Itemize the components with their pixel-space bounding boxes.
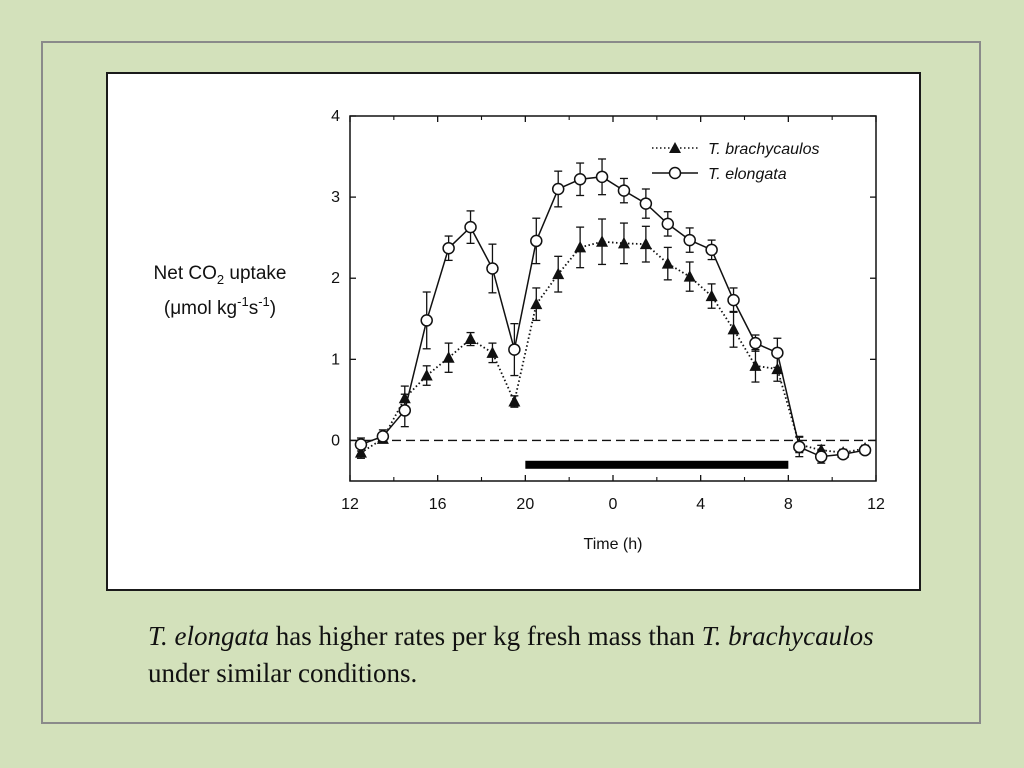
- y-axis-units: (μmol kg-1s-1): [164, 294, 276, 319]
- data-point-brachycaulos: [420, 369, 433, 381]
- legend-label-elongata: T. elongata: [708, 166, 787, 183]
- data-point-elongata: [617, 184, 631, 197]
- data-point-elongata: [595, 170, 609, 184]
- data-point-elongata: [727, 293, 740, 307]
- dark-period-bar: [525, 460, 789, 469]
- data-point-elongata: [683, 233, 696, 247]
- data-point-brachycaulos: [683, 270, 696, 282]
- legend: T. brachycaulos T. elongata: [652, 141, 819, 183]
- caption-text-2: under similar conditions.: [148, 658, 418, 688]
- data-point-elongata: [793, 440, 806, 454]
- legend-label-brachycaulos: T. brachycaulos: [708, 141, 819, 158]
- x-tick-label: 16: [429, 496, 447, 513]
- data-point-brachycaulos: [486, 346, 499, 358]
- data-point-brachycaulos: [398, 391, 411, 404]
- plot-border: [349, 115, 877, 482]
- x-tick-label: 12: [341, 496, 359, 513]
- data-point-elongata: [573, 173, 587, 186]
- legend-item-elongata: T. elongata: [652, 166, 787, 183]
- data-point-brachycaulos: [727, 322, 740, 335]
- caption-text-1: has higher rates per kg fresh mass than: [269, 621, 702, 651]
- caption-species-brachycaulos: T. brachycaulos: [701, 621, 874, 651]
- legend-marker-triangle: [669, 142, 681, 153]
- y-tick-label: 3: [331, 189, 340, 206]
- data-point-brachycaulos: [596, 235, 609, 247]
- y-tick-label: 4: [331, 108, 340, 125]
- slide-frame: [41, 41, 981, 724]
- y-tick-label: 1: [331, 351, 340, 368]
- data-point-brachycaulos: [749, 359, 762, 371]
- x-tick-label: 8: [784, 496, 793, 513]
- series-line-brachycaulos: [360, 240, 866, 454]
- data-point-elongata: [836, 447, 850, 461]
- data-point-elongata: [464, 220, 477, 234]
- data-point-brachycaulos: [661, 257, 674, 269]
- data-point-brachycaulos: [617, 236, 630, 249]
- caption: T. elongata has higher rates per kg fres…: [148, 618, 928, 692]
- legend-marker-circle: [668, 166, 682, 180]
- x-tick-label: 12: [867, 496, 885, 513]
- data-point-brachycaulos: [574, 240, 587, 253]
- caption-species-elongata: T. elongata: [148, 621, 269, 651]
- data-point-elongata: [639, 197, 653, 210]
- data-point-elongata: [508, 343, 521, 356]
- data-point-brachycaulos: [639, 237, 652, 250]
- series-line-elongata: [360, 176, 866, 458]
- x-tick-label: 20: [516, 496, 534, 513]
- data-point-elongata: [442, 241, 455, 255]
- data-point-elongata: [814, 450, 828, 463]
- data-point-elongata: [354, 438, 368, 451]
- data-point-elongata: [376, 430, 390, 443]
- figure-panel: [106, 72, 921, 591]
- data-point-elongata: [486, 262, 499, 275]
- data-point-elongata: [661, 217, 675, 231]
- data-point-brachycaulos: [442, 351, 455, 363]
- data-point-brachycaulos: [508, 395, 521, 407]
- y-axis-label: Net CO2 uptake: [154, 263, 287, 287]
- data-point-elongata: [771, 346, 784, 360]
- data-point-elongata: [551, 182, 565, 196]
- data-point-brachycaulos: [771, 362, 784, 375]
- x-tick-label: 4: [696, 496, 705, 513]
- data-point-elongata: [398, 404, 412, 417]
- y-tick-label: 0: [331, 432, 340, 449]
- data-point-elongata: [705, 243, 718, 257]
- data-point-elongata: [858, 443, 872, 457]
- data-point-elongata: [530, 234, 543, 248]
- data-point-elongata: [420, 314, 433, 327]
- x-axis-label: Time (h): [584, 536, 643, 553]
- data-point-brachycaulos: [705, 289, 718, 302]
- data-point-brachycaulos: [354, 446, 367, 458]
- y-tick-label: 2: [331, 270, 340, 287]
- data-point-brachycaulos: [464, 332, 477, 345]
- legend-item-brachycaulos: T. brachycaulos: [652, 141, 819, 158]
- data-point-brachycaulos: [530, 297, 543, 310]
- x-tick-label: 0: [609, 496, 618, 513]
- data-point-brachycaulos: [552, 267, 565, 280]
- data-point-elongata: [749, 336, 762, 350]
